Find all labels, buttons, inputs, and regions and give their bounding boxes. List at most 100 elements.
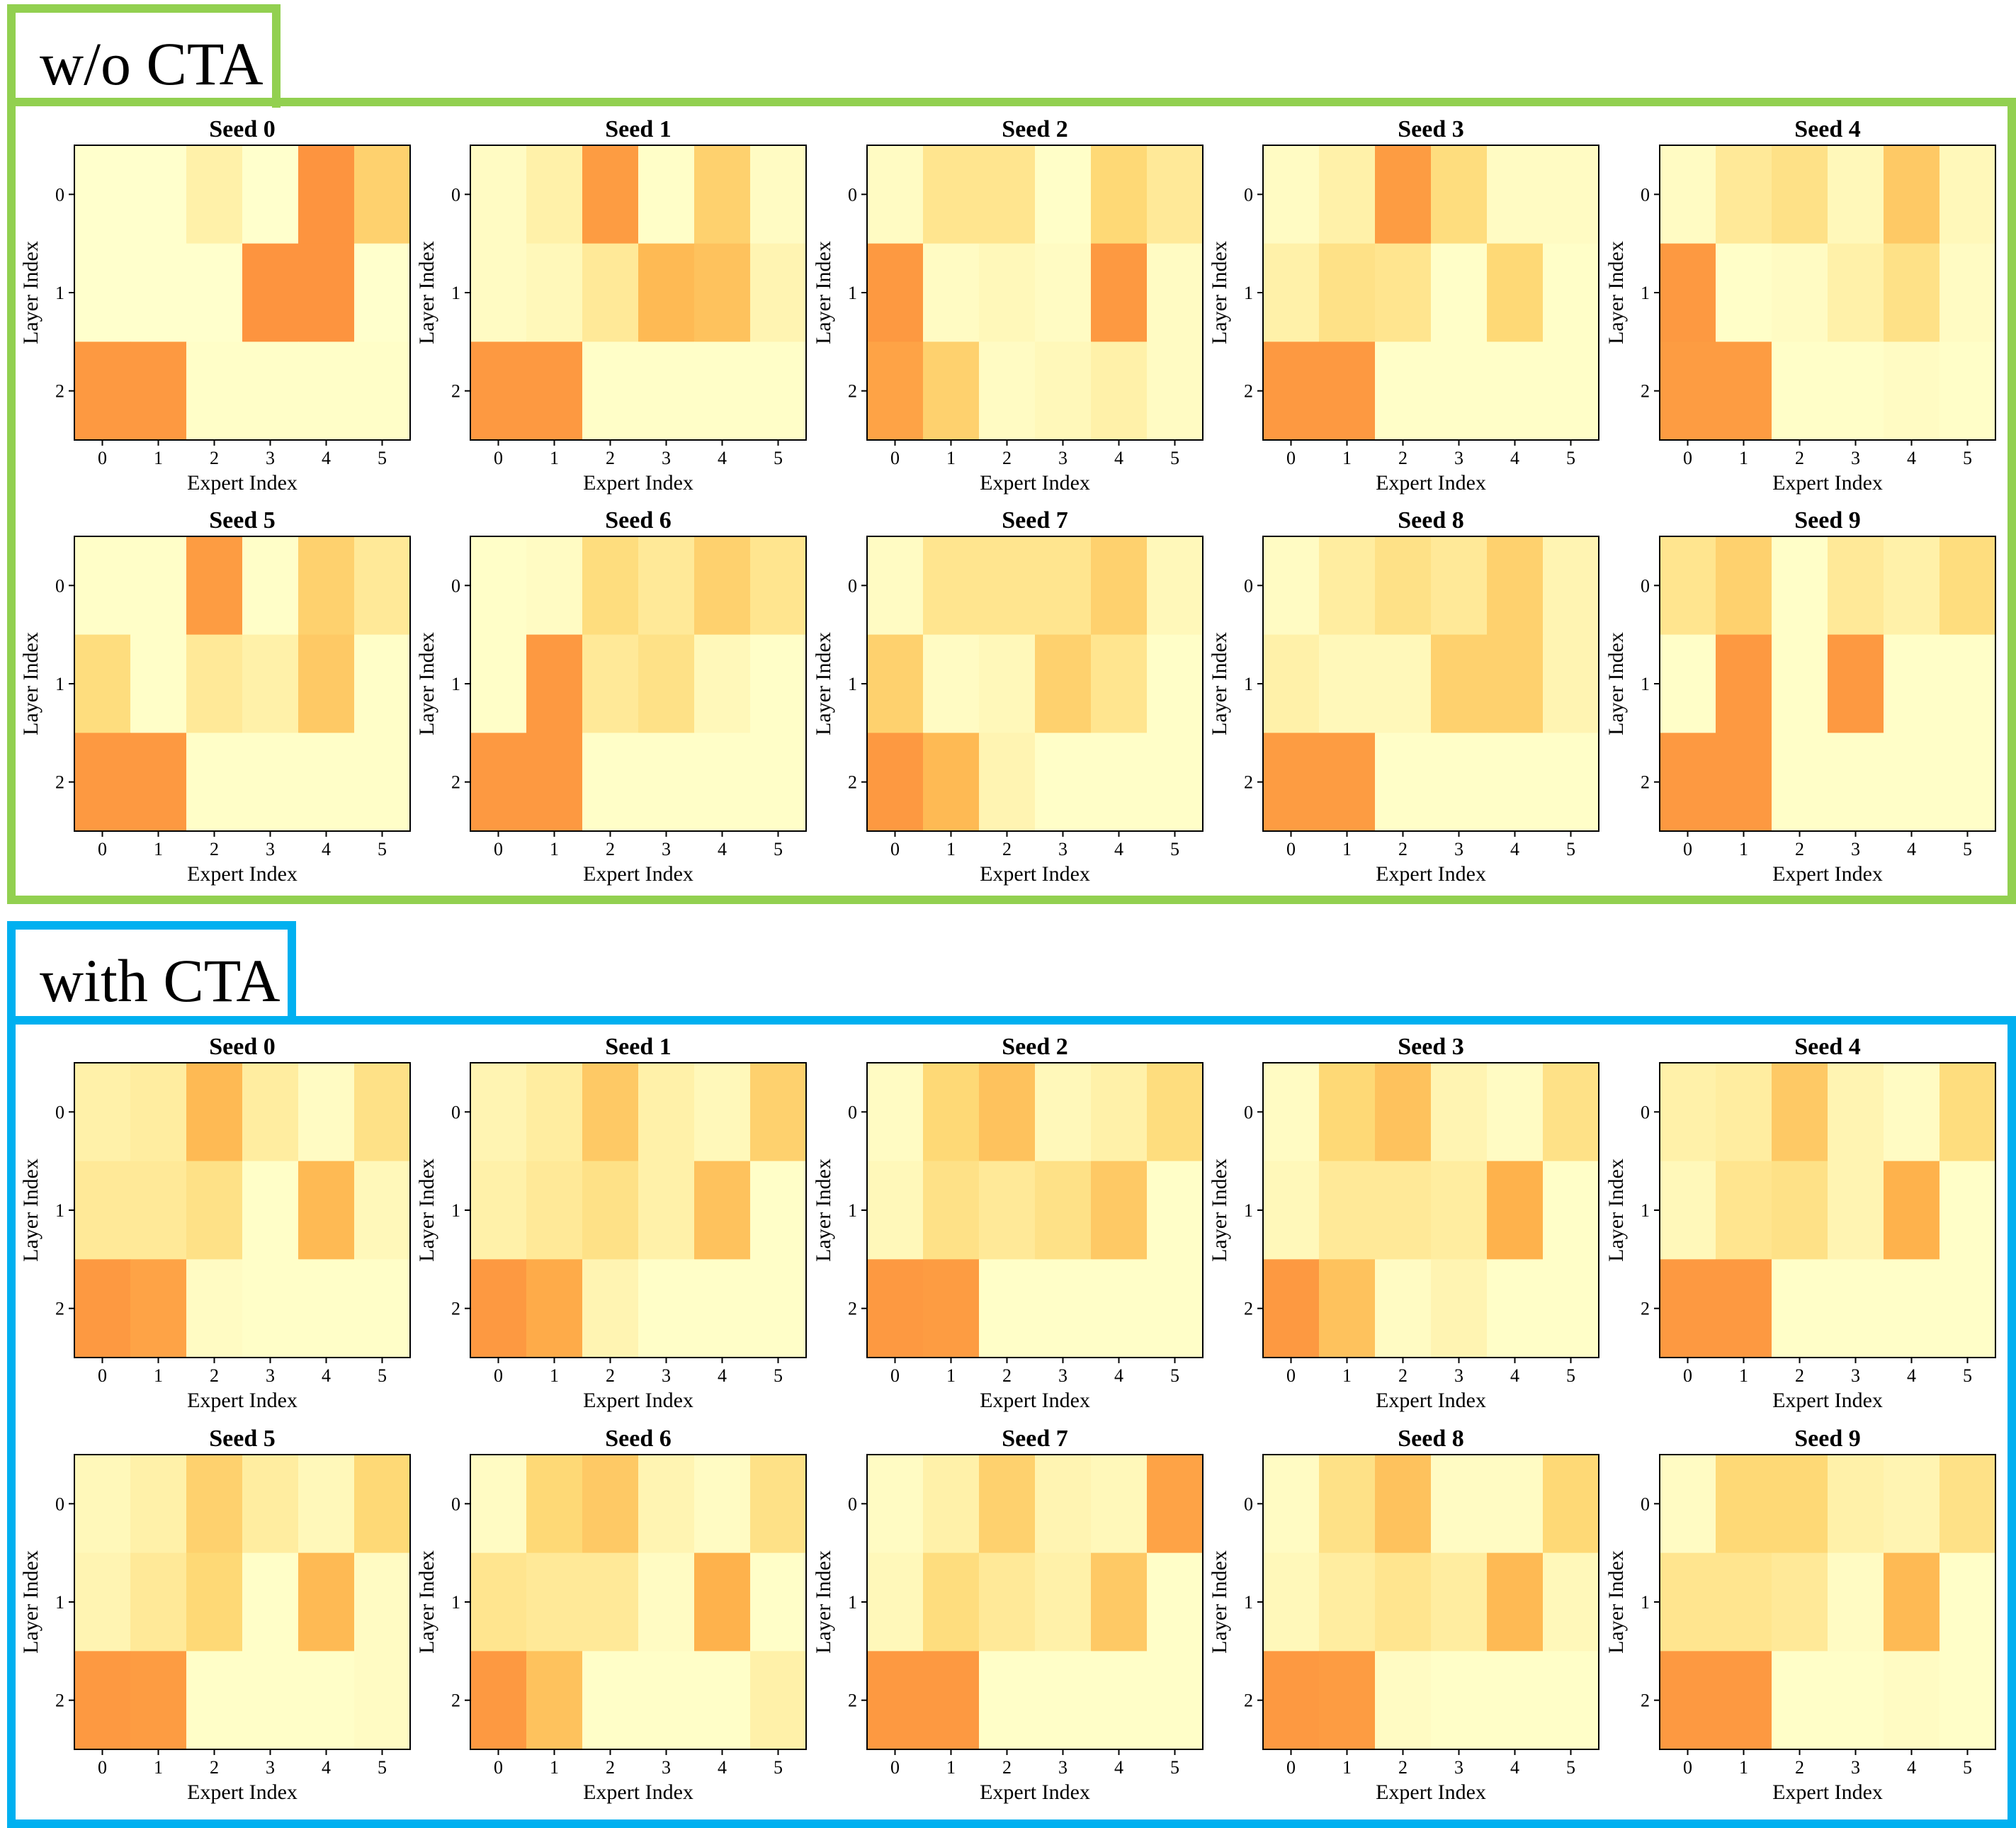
- heatmap-cell: [1431, 536, 1488, 636]
- x-tick-label: 4: [1114, 1365, 1123, 1386]
- heatmap-cell: [694, 733, 751, 832]
- heatmap-cell: [1939, 342, 1996, 441]
- x-tick-label: 2: [210, 448, 219, 468]
- x-tick-label: 2: [1795, 839, 1804, 859]
- heatmap-cell: [1884, 634, 1940, 733]
- heatmap-cell: [1147, 1063, 1204, 1162]
- heatmap-cell: [1319, 1161, 1376, 1260]
- x-tick-label: 3: [662, 1757, 671, 1778]
- y-tick-label: 1: [1244, 283, 1253, 303]
- heatmap-cell: [1091, 342, 1148, 441]
- heatmap-cell: [130, 342, 187, 441]
- x-tick-label: 5: [1963, 1365, 1972, 1386]
- heatmap-cell: [1543, 536, 1599, 636]
- heatmap-cell: [1091, 243, 1148, 342]
- x-tick-label: 4: [1114, 1757, 1123, 1778]
- panel-title: Seed 2: [1002, 116, 1068, 142]
- heatmap-cell: [298, 1455, 355, 1554]
- y-tick-label: 2: [848, 381, 857, 402]
- heatmap-cell: [242, 536, 299, 636]
- x-tick-label: 1: [946, 839, 956, 859]
- heatmap-cell: [923, 243, 980, 342]
- heatmap-cell: [1375, 1063, 1432, 1162]
- x-tick-label: 4: [1510, 448, 1519, 468]
- heatmap-cell: [1147, 1552, 1204, 1652]
- heatmap-cell: [1828, 1455, 1884, 1554]
- y-tick-label: 0: [1641, 1102, 1650, 1122]
- x-axis-label: Expert Index: [583, 1781, 693, 1804]
- y-tick-label: 1: [451, 1200, 460, 1221]
- x-tick-label: 0: [1683, 1757, 1692, 1778]
- x-tick-label: 4: [1510, 1365, 1519, 1386]
- heatmap-cell: [186, 733, 243, 832]
- heatmap-cell: [638, 243, 695, 342]
- heatmap-cell: [750, 342, 807, 441]
- heatmap-cell: [1487, 536, 1544, 636]
- group-frame-wo-cta: [7, 98, 2016, 904]
- heatmap-cell: [1263, 1259, 1320, 1358]
- heatmap-cell: [1091, 1161, 1148, 1260]
- heatmap-cell: [1543, 1552, 1599, 1652]
- heatmap-cell: [1884, 1161, 1940, 1260]
- heatmap-cell: [694, 1552, 751, 1652]
- heatmap-cell: [1884, 1063, 1940, 1162]
- heatmap-cell: [470, 1455, 527, 1554]
- y-tick-label: 1: [848, 674, 857, 694]
- heatmap-cell: [1660, 1063, 1716, 1162]
- heatmap-cell: [74, 1259, 131, 1358]
- heatmap-cell: [1431, 634, 1488, 733]
- y-axis-label: Layer Index: [1208, 1158, 1231, 1262]
- x-tick-label: 1: [550, 448, 559, 468]
- heatmap-cell: [470, 1552, 527, 1652]
- heatmap-cell: [354, 342, 411, 441]
- heatmap-cell: [1091, 634, 1148, 733]
- heatmap-cell: [1035, 1259, 1092, 1358]
- heatmap-cell: [1375, 342, 1432, 441]
- heatmap-cell: [242, 1259, 299, 1358]
- x-tick-label: 2: [1795, 1365, 1804, 1386]
- heatmap-cell: [1543, 733, 1599, 832]
- heatmap-cell: [923, 342, 980, 441]
- x-tick-label: 5: [1963, 448, 1972, 468]
- x-tick-label: 1: [1342, 448, 1352, 468]
- heatmap-cell: [74, 1161, 131, 1260]
- heatmap-cell: [1660, 1651, 1716, 1750]
- y-tick-label: 1: [55, 674, 64, 694]
- heatmap-cell: [923, 1455, 980, 1554]
- heatmap-cell: [1939, 243, 1996, 342]
- heatmap-cell: [526, 243, 583, 342]
- heatmap-cell: [1319, 634, 1376, 733]
- x-tick-label: 1: [154, 448, 163, 468]
- heatmap-cell: [1660, 733, 1716, 832]
- x-tick-label: 5: [1566, 839, 1575, 859]
- heatmap-cell: [526, 536, 583, 636]
- panel-title: Seed 5: [209, 507, 276, 534]
- heatmap-cell: [1375, 634, 1432, 733]
- heatmap-cell: [1543, 1455, 1599, 1554]
- y-tick-label: 2: [451, 1299, 460, 1319]
- heatmap-cell: [867, 1063, 924, 1162]
- panel-title: Seed 7: [1002, 1426, 1068, 1452]
- y-axis-label: Layer Index: [812, 1550, 835, 1654]
- heatmap-cell: [1828, 342, 1884, 441]
- heatmap-cell: [1716, 733, 1772, 832]
- x-axis-label: Expert Index: [187, 1389, 298, 1412]
- heatmap-cell: [298, 634, 355, 733]
- y-tick-label: 0: [1244, 575, 1253, 596]
- heatmap-cell: [1147, 342, 1204, 441]
- heatmap-cell: [1828, 1651, 1884, 1750]
- heatmap-cell: [1091, 536, 1148, 636]
- y-tick-label: 2: [848, 1299, 857, 1319]
- y-tick-label: 2: [848, 772, 857, 793]
- x-tick-label: 5: [1566, 448, 1575, 468]
- heatmap-cell: [750, 1259, 807, 1358]
- heatmap-cell: [1772, 1161, 1828, 1260]
- y-tick-label: 1: [451, 283, 460, 303]
- x-tick-label: 5: [774, 839, 783, 859]
- y-tick-label: 0: [848, 575, 857, 596]
- heatmap-cell: [186, 243, 243, 342]
- heatmap-cell: [1543, 342, 1599, 441]
- heatmap-cell: [1884, 1455, 1940, 1554]
- heatmap-cell: [1543, 1651, 1599, 1750]
- heatmap-cell: [1263, 1063, 1320, 1162]
